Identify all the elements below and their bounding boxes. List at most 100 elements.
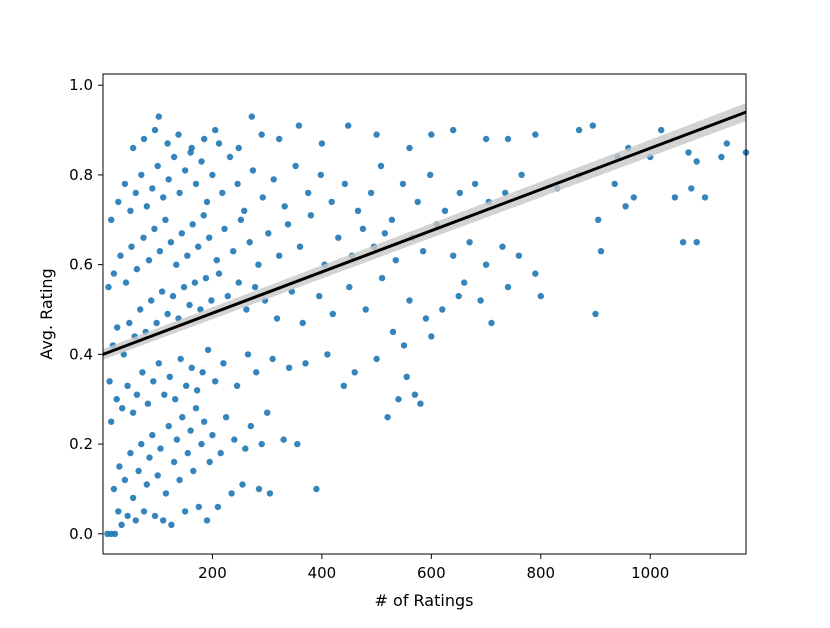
data-point xyxy=(389,328,397,336)
data-point xyxy=(403,373,410,380)
data-point xyxy=(169,292,177,300)
y-tick-label: 1.0 xyxy=(69,76,93,94)
data-point xyxy=(307,212,315,219)
data-point xyxy=(200,212,207,219)
data-point xyxy=(285,364,293,371)
data-point xyxy=(186,301,193,309)
data-point xyxy=(105,283,112,291)
data-point xyxy=(249,167,257,174)
x-tick-label: 200 xyxy=(198,564,227,582)
data-point xyxy=(170,153,178,161)
data-point xyxy=(276,135,283,143)
data-point xyxy=(215,140,223,147)
data-point xyxy=(265,230,272,237)
data-point xyxy=(165,422,172,430)
data-point xyxy=(129,494,137,502)
data-point xyxy=(120,351,128,358)
data-point xyxy=(611,180,618,188)
data-point xyxy=(118,521,125,528)
data-point xyxy=(195,503,202,511)
data-point xyxy=(329,310,336,318)
data-point xyxy=(354,207,362,214)
data-point xyxy=(518,171,525,179)
data-point xyxy=(215,270,223,277)
data-point xyxy=(192,180,200,188)
data-point xyxy=(532,270,539,277)
data-point xyxy=(176,476,183,484)
data-point xyxy=(111,530,119,537)
data-point xyxy=(324,351,331,358)
data-point xyxy=(188,144,195,152)
data-point xyxy=(172,396,179,403)
data-point xyxy=(122,279,130,286)
data-point xyxy=(482,261,490,268)
data-point xyxy=(341,180,349,188)
data-point xyxy=(157,445,164,452)
data-point xyxy=(253,369,260,376)
data-point xyxy=(537,292,544,300)
data-point xyxy=(255,261,262,268)
x-tick-label: 800 xyxy=(526,564,555,582)
data-point xyxy=(235,279,242,286)
data-point xyxy=(243,306,250,313)
data-point xyxy=(313,485,320,493)
data-point xyxy=(164,310,171,318)
data-point xyxy=(151,512,159,520)
data-point xyxy=(176,189,183,197)
data-point xyxy=(212,126,219,134)
data-point xyxy=(168,521,175,528)
data-point xyxy=(150,378,157,385)
data-point xyxy=(377,162,385,170)
data-point xyxy=(128,243,135,250)
data-point xyxy=(296,243,304,250)
data-point xyxy=(295,122,303,129)
y-tick-label: 0.2 xyxy=(69,435,93,453)
data-point xyxy=(259,194,266,201)
data-point xyxy=(135,467,142,475)
data-point xyxy=(153,319,160,327)
data-point xyxy=(477,297,484,304)
data-point xyxy=(206,234,213,241)
data-point xyxy=(173,436,181,443)
data-point xyxy=(214,503,222,511)
data-point xyxy=(233,382,241,389)
data-point xyxy=(148,297,155,304)
regression-line xyxy=(102,110,747,356)
data-point xyxy=(395,396,402,403)
data-point xyxy=(160,194,167,201)
data-point xyxy=(504,283,512,291)
data-point xyxy=(693,158,700,165)
data-points xyxy=(104,113,750,537)
data-point xyxy=(235,144,242,152)
data-point xyxy=(137,306,144,313)
data-point xyxy=(384,414,391,421)
data-point xyxy=(589,122,596,129)
data-point xyxy=(466,239,473,246)
data-point xyxy=(201,135,208,143)
data-point xyxy=(115,198,122,206)
data-point xyxy=(246,239,253,246)
data-point xyxy=(248,113,255,120)
data-point xyxy=(113,396,120,403)
data-point xyxy=(106,378,113,385)
x-tick-label: 400 xyxy=(308,564,337,582)
data-point xyxy=(381,230,388,237)
data-point xyxy=(173,261,180,268)
data-point xyxy=(208,297,215,304)
data-point xyxy=(592,310,599,318)
data-point xyxy=(221,225,228,232)
data-point xyxy=(688,185,695,192)
data-point xyxy=(701,194,709,201)
data-point xyxy=(140,508,148,515)
data-point xyxy=(450,252,457,259)
data-point xyxy=(305,189,312,197)
data-point xyxy=(679,239,687,246)
data-point xyxy=(127,207,134,214)
data-point xyxy=(422,315,430,322)
data-point xyxy=(299,319,306,327)
data-point xyxy=(630,194,637,201)
data-point xyxy=(155,113,162,120)
data-point xyxy=(222,414,230,421)
